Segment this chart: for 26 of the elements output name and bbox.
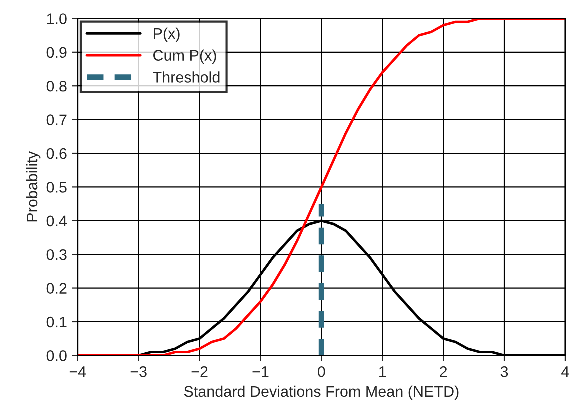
y-tick-label: 0.8 <box>46 80 67 92</box>
x-tick-label: −3 <box>130 366 147 378</box>
y-tick-label: 0.9 <box>46 47 67 58</box>
y-tick-label: 1.0 <box>47 14 67 24</box>
y-tick-label: 0.2 <box>46 283 67 294</box>
y-tick-label: 0.4 <box>46 216 68 227</box>
x-tick-label: 4 <box>562 366 570 378</box>
y-axis-title: Probability <box>26 152 41 222</box>
legend-label: Cum P(x) <box>154 50 216 64</box>
y-tick-label: 0.7 <box>46 114 67 126</box>
y-tick-label: 0.1 <box>46 316 67 328</box>
x-tick-label: −1 <box>252 366 269 378</box>
x-tick-label: 0 <box>318 366 326 378</box>
y-tick-label: 0.3 <box>46 249 67 260</box>
legend-label: Threshold <box>153 72 220 83</box>
y-tick-label: 0.0 <box>46 350 67 362</box>
y-tick-label: 0.5 <box>46 182 67 193</box>
x-tick-label: −2 <box>192 366 208 378</box>
x-tick-label: 3 <box>500 366 508 378</box>
x-tick-label: 1 <box>380 366 386 378</box>
x-tick-label: 2 <box>440 366 448 378</box>
y-tick-label: 0.6 <box>46 148 67 160</box>
x-tick-label: −4 <box>70 366 86 378</box>
line-series <box>78 18 566 356</box>
legend-label: P(x) <box>154 28 180 42</box>
x-axis-title: Standard Deviations From Mean (NETD) <box>184 386 459 400</box>
